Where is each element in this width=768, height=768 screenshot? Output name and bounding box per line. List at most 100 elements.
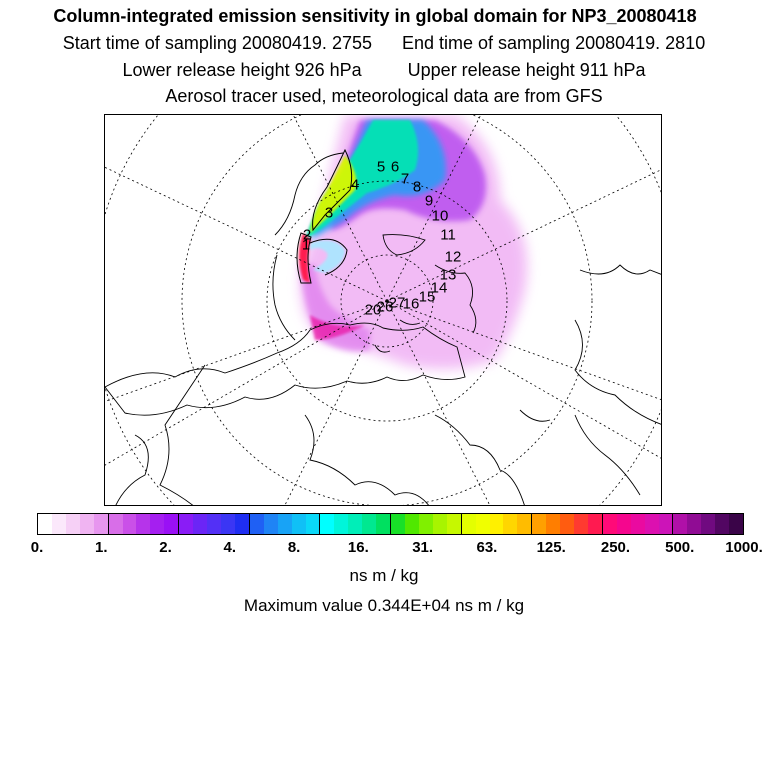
- plume-loop: [310, 240, 345, 273]
- colorbar-cell: [220, 514, 235, 534]
- colorbar-cell: [644, 514, 659, 534]
- colorbar-cell: [673, 514, 688, 534]
- colorbar-cell: [715, 514, 730, 534]
- lower-release-label: Lower release height 926 hPa: [122, 60, 362, 80]
- colorbar-cell: [65, 514, 80, 534]
- colorbar-cell: [560, 514, 575, 534]
- contour-line: [296, 232, 312, 284]
- coast-eurasia: [105, 322, 466, 416]
- colorbar-cell: [602, 514, 617, 534]
- coastlines: [105, 152, 661, 505]
- colorbar-cell: [193, 514, 208, 534]
- colorbar-cell: [503, 514, 518, 534]
- colorbar-tick-label: 0.: [30, 539, 44, 556]
- colorbar-cell: [334, 514, 349, 534]
- sensitivity-plume: [299, 115, 528, 369]
- trajectory-label: 10: [431, 207, 449, 225]
- trajectory-label: 4: [350, 176, 360, 194]
- trajectory-label: 9: [424, 192, 434, 210]
- colorbar-cell: [587, 514, 603, 534]
- meridian: [386, 300, 491, 505]
- colorbar-cell: [305, 514, 321, 534]
- trajectory-label: 1: [301, 236, 311, 254]
- trajectory-label: 20: [364, 301, 382, 319]
- colorbar-cell: [446, 514, 462, 534]
- colorbar-cell: [234, 514, 250, 534]
- colorbar-cell: [108, 514, 123, 534]
- trajectory-label: 13: [439, 266, 457, 284]
- colorbar-cell: [574, 514, 588, 534]
- colorbar-cell: [432, 514, 447, 534]
- colorbar-cell: [517, 514, 533, 534]
- meridian: [284, 300, 388, 505]
- coast-arctic-island: [382, 234, 426, 256]
- colorbar-cell: [687, 514, 702, 534]
- contour-line: [312, 148, 353, 232]
- release-heights: Lower release height 926 hPa Upper releas…: [0, 60, 768, 81]
- colorbar-tick-label: 31.: [412, 539, 434, 556]
- colorbar-cell: [263, 514, 278, 534]
- colorbar-cell: [630, 514, 645, 534]
- colorbar-cell: [658, 514, 674, 534]
- colorbar: [37, 513, 744, 535]
- coast-small-islands: [374, 319, 421, 353]
- colorbar-cell: [93, 514, 109, 534]
- trajectory-label: 15: [418, 288, 436, 306]
- colorbar-cell: [51, 514, 66, 534]
- graticule: [105, 115, 661, 505]
- figure-title: Column-integrated emission sensitivity i…: [53, 6, 697, 26]
- meridian: [386, 300, 661, 401]
- meridian: [105, 300, 388, 402]
- colorbar-cell: [391, 514, 405, 534]
- colorbar-tick-label: 8.: [287, 539, 301, 556]
- contour-line: [309, 238, 348, 276]
- colorbar-cell: [475, 514, 490, 534]
- colorbar-cell: [701, 514, 716, 534]
- coast-siberia: [434, 264, 477, 334]
- colorbar-cell: [150, 514, 165, 534]
- colorbar-cell: [164, 514, 180, 534]
- end-time-label: End time of sampling 20080419. 2810: [401, 33, 706, 53]
- meridian: [386, 300, 661, 459]
- sampling-times: Start time of sampling 20080419. 2755 End…: [0, 33, 768, 54]
- colorbar-tick-label: 4.: [223, 539, 237, 556]
- trajectory-label: 26: [376, 298, 394, 316]
- colorbar-tick-label: 2.: [159, 539, 172, 556]
- colorbar-cell: [348, 514, 363, 534]
- upper-release-label: Upper release height 911 hPa: [407, 60, 646, 80]
- colorbar-cell: [362, 514, 377, 534]
- plume-spot: [310, 315, 365, 340]
- colorbar-cell: [532, 514, 547, 534]
- map-canvas: [105, 115, 661, 505]
- colorbar-cell: [320, 514, 335, 534]
- colorbar-tick-label: 125.: [536, 539, 566, 556]
- colorbar-tick-label: 16.: [347, 539, 369, 556]
- colorbar-cell: [249, 514, 264, 534]
- meridian: [105, 166, 388, 302]
- contours: [296, 148, 353, 284]
- colorbar-cell: [489, 514, 504, 534]
- colorbar-tick-label: 250.: [600, 539, 631, 556]
- trajectory-label: 6: [390, 158, 400, 176]
- trajectory-label: 27: [388, 294, 406, 312]
- colorbar-cell: [38, 514, 52, 534]
- latitude-circle: [181, 115, 593, 505]
- coast-east: [574, 264, 661, 425]
- colorbar-cell: [729, 514, 744, 534]
- trajectory-label: 8: [412, 178, 422, 196]
- colorbar-cell: [207, 514, 221, 534]
- coast-europe-asia: [304, 414, 525, 505]
- coast-pacific: [519, 409, 641, 496]
- colorbar-tick-label: 63.: [476, 539, 498, 556]
- coast-north-america: [115, 364, 206, 505]
- tracer-note: Aerosol tracer used, meteorological data…: [165, 86, 603, 106]
- trajectory-label: 11: [440, 226, 456, 244]
- colorbar-cell: [122, 514, 137, 534]
- colorbar-cell: [179, 514, 194, 534]
- trajectory-label: 7: [400, 170, 410, 188]
- colorbar-cell: [291, 514, 306, 534]
- colorbar-tick-label: 500.: [665, 539, 695, 556]
- start-time-label: Start time of sampling 20080419. 2755: [62, 33, 372, 53]
- trajectory-label: 3: [324, 204, 334, 222]
- trajectory-label: 16: [402, 295, 420, 313]
